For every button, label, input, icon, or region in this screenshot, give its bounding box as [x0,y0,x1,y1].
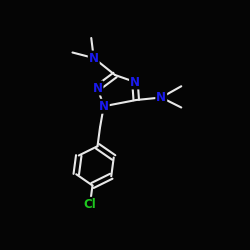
Text: N: N [89,52,99,64]
Text: N: N [99,100,109,113]
Text: N: N [130,76,140,88]
Text: N: N [92,82,102,94]
Text: Cl: Cl [84,198,96,211]
Text: N: N [156,91,166,104]
